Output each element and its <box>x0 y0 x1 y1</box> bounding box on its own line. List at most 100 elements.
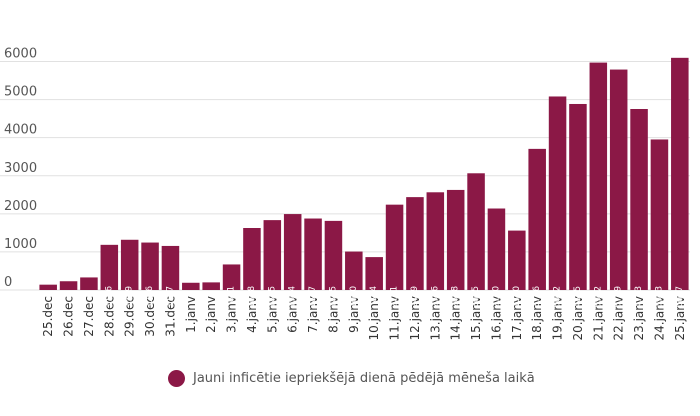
x-tick-label: 30.dec <box>143 296 157 337</box>
bar <box>385 204 404 290</box>
data-label: 5972 <box>593 286 603 308</box>
data-label: 2628 <box>451 286 461 308</box>
x-tick-label: 21.janv <box>591 296 605 340</box>
bar <box>304 218 322 290</box>
bars <box>39 57 689 291</box>
x-tick-label: 28.dec <box>102 296 116 337</box>
data-label: 3706 <box>532 286 542 308</box>
data-label: 671 <box>227 286 237 302</box>
x-tick-label: 2.janv <box>204 296 218 333</box>
bar <box>548 96 567 290</box>
data-label: 4885 <box>573 286 583 308</box>
x-tick-label: 27.dec <box>82 296 96 337</box>
data-label: 1560 <box>512 286 522 308</box>
x-tick-label: 6.janv <box>286 296 300 333</box>
bar <box>630 109 648 290</box>
x-tick-label: 8.janv <box>326 296 340 333</box>
data-label: 1994 <box>288 286 298 308</box>
x-tick-label: 11.janv <box>388 296 402 340</box>
x-tick-label: 16.janv <box>489 296 503 340</box>
x-tick-label: 26.dec <box>62 296 76 337</box>
data-label: 2140 <box>491 286 501 308</box>
bar <box>650 139 669 290</box>
data-label: 3953 <box>654 286 664 308</box>
bar <box>609 69 628 291</box>
y-tick-label: 1000 <box>4 237 37 252</box>
legend: Jauni inficētie iepriekšējā dienā pēdējā… <box>168 370 535 387</box>
data-label: 1628 <box>247 286 257 308</box>
data-label: 5789 <box>614 286 624 308</box>
x-tick-label: 15.janv <box>469 296 483 340</box>
y-tick-label: 2000 <box>4 199 37 214</box>
bar <box>80 277 98 290</box>
bar <box>446 189 465 290</box>
y-axis-ticks: 0 1000 2000 3000 4000 5000 6000 <box>4 47 37 290</box>
bar <box>406 197 424 290</box>
x-tick-label: 25.dec <box>41 296 55 337</box>
bar <box>263 220 282 290</box>
x-tick-label: 29.dec <box>123 296 137 337</box>
data-label: 1186 <box>104 286 114 308</box>
x-tick-label: 3.janv <box>225 296 239 333</box>
data-label: 1815 <box>328 286 338 308</box>
x-tick-label: 20.janv <box>571 296 585 340</box>
data-label: 1157 <box>165 286 175 308</box>
bar <box>487 208 506 290</box>
bar <box>59 281 78 290</box>
x-tick-label: 5.janv <box>265 296 279 333</box>
x-tick-label: 10.janv <box>367 296 381 340</box>
bar <box>182 282 200 290</box>
bar <box>243 228 261 290</box>
bar <box>508 230 526 290</box>
y-tick-label: 5000 <box>4 85 37 100</box>
data-label: 1877 <box>308 286 318 308</box>
bar <box>141 242 159 290</box>
bar <box>569 103 587 290</box>
x-tick-label: 22.janv <box>612 296 626 340</box>
x-tick-label: 4.janv <box>245 296 259 333</box>
data-label: 2241 <box>390 286 400 308</box>
y-tick-label: 0 <box>4 275 12 290</box>
bar <box>589 62 608 290</box>
data-label: 6097 <box>675 286 685 308</box>
x-tick-label: 23.janv <box>632 296 646 340</box>
bar <box>39 284 57 290</box>
data-label: 1010 <box>349 286 359 308</box>
legend-label: Jauni inficētie iepriekšējā dienā pēdējā… <box>193 371 535 386</box>
bar <box>345 251 363 290</box>
bar <box>365 257 383 290</box>
bar <box>120 239 139 290</box>
x-tick-label: 24.janv <box>652 296 666 340</box>
x-tick-label: 12.janv <box>408 296 422 340</box>
x-tick-label: 31.dec <box>163 296 177 337</box>
data-labels: 1186 1319 1246 1157 671 1628 1835 1994 1877 1815 1… <box>104 286 685 308</box>
data-label: 1246 <box>145 286 155 308</box>
data-label: 1319 <box>125 286 135 308</box>
x-tick-label: 17.janv <box>510 296 524 340</box>
legend-marker <box>168 370 185 387</box>
bar <box>222 264 241 290</box>
x-tick-label: 19.janv <box>551 296 565 340</box>
x-tick-label: 25.janv <box>673 296 687 340</box>
bar <box>467 173 485 290</box>
y-tick-label: 4000 <box>4 123 37 138</box>
bar <box>426 192 445 290</box>
x-tick-label: 18.janv <box>530 296 544 340</box>
x-tick-label: 9.janv <box>347 296 361 333</box>
data-label: 3065 <box>471 286 481 308</box>
x-axis-ticks: 25.dec 26.dec 27.dec 28.dec 29.dec 30.dec 31.d… <box>41 296 687 340</box>
bar <box>100 244 119 290</box>
bar <box>324 220 343 290</box>
data-label: 2439 <box>410 286 420 308</box>
data-label: 5082 <box>553 286 563 308</box>
data-label: 864 <box>369 286 379 302</box>
bar <box>283 214 302 290</box>
bar <box>202 282 220 290</box>
x-tick-label: 13.janv <box>428 296 442 340</box>
data-label: 4753 <box>634 286 644 308</box>
x-tick-label: 7.janv <box>306 296 320 333</box>
x-tick-label: 14.janv <box>449 296 463 340</box>
y-tick-label: 6000 <box>4 47 37 62</box>
